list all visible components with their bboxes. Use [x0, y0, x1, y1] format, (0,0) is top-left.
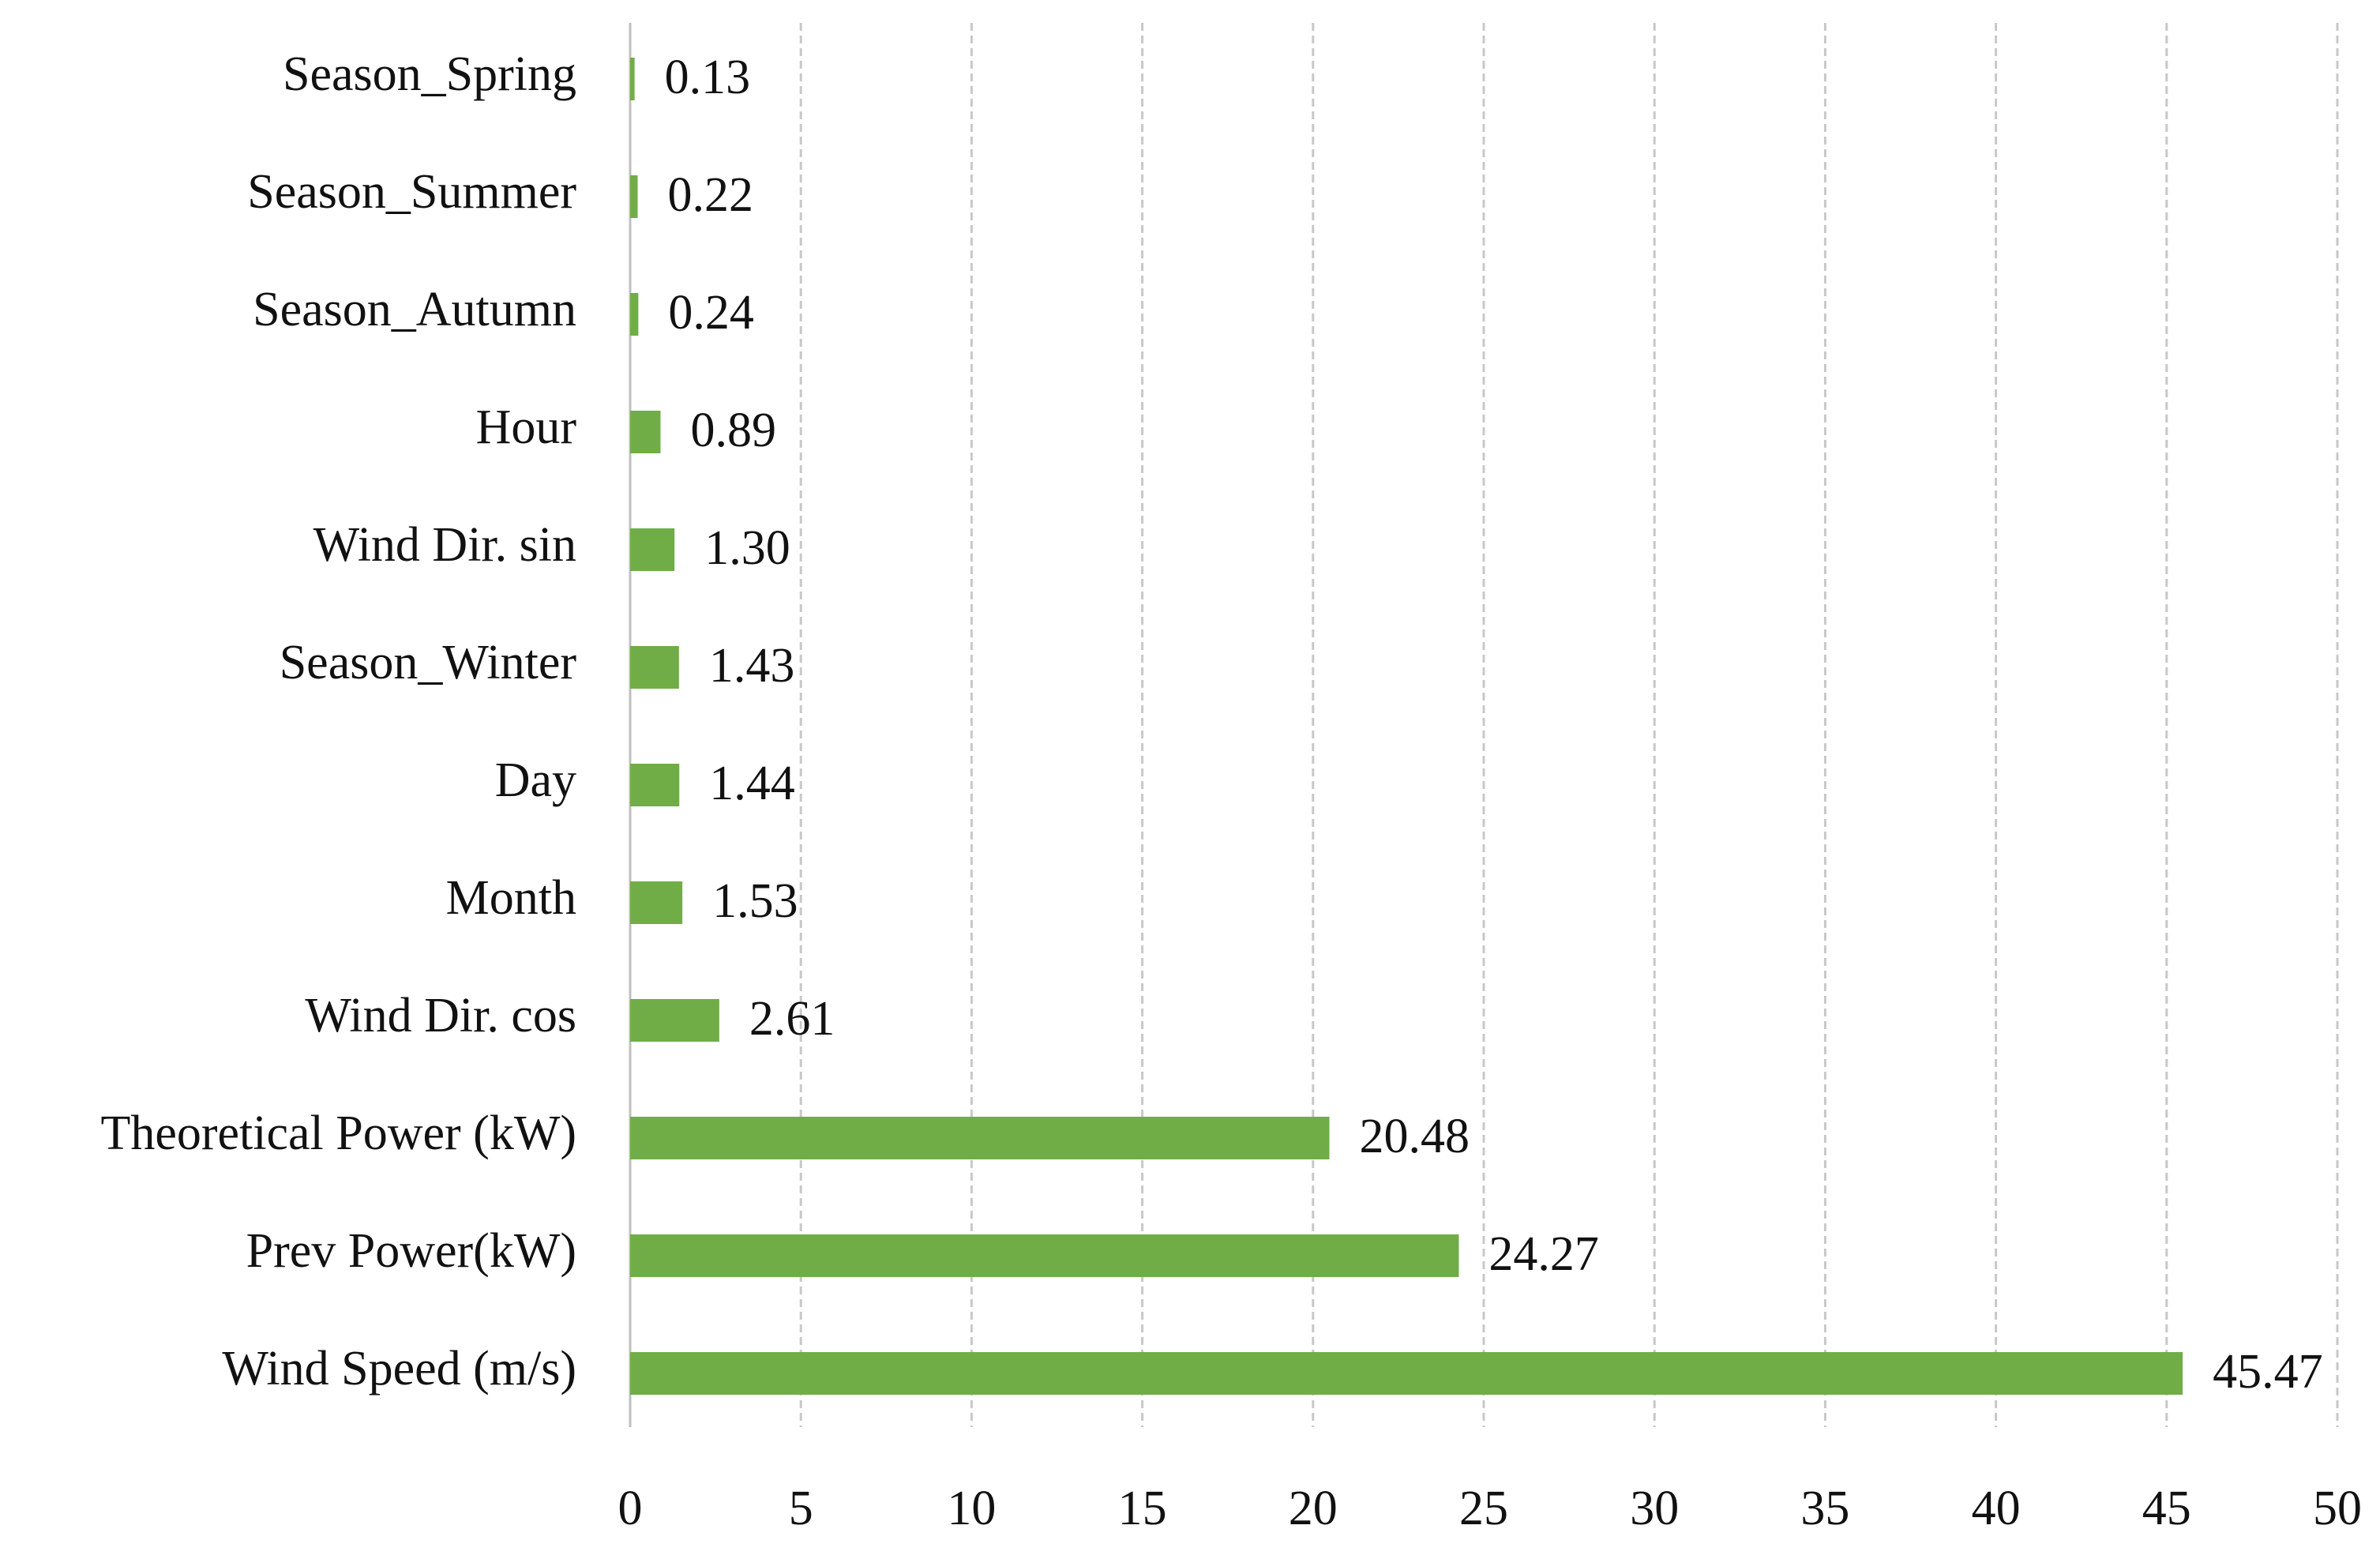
y-tick-label: Wind Dir. cos [305, 989, 576, 1042]
x-tick-label: 20 [1289, 1482, 1338, 1535]
value-label: 1.30 [704, 521, 790, 575]
value-label: 1.43 [709, 639, 795, 693]
bar [630, 881, 683, 924]
bar [630, 411, 661, 453]
x-tick-label: 10 [947, 1482, 996, 1535]
value-label: 45.47 [2213, 1345, 2323, 1399]
y-tick-label: Day [495, 753, 576, 807]
value-label: 0.89 [690, 404, 776, 457]
bar [630, 175, 638, 218]
value-label: 0.13 [665, 51, 751, 104]
x-tick-label: 50 [2313, 1482, 2362, 1535]
bar [630, 646, 679, 689]
value-label: 1.44 [709, 757, 795, 810]
x-tick-label: 25 [1459, 1482, 1508, 1535]
value-label: 2.61 [749, 992, 835, 1046]
value-label: 24.27 [1488, 1227, 1599, 1281]
x-tick-label: 35 [1800, 1482, 1849, 1535]
y-tick-label: Wind Speed (m/s) [222, 1342, 576, 1396]
bar [630, 293, 639, 336]
y-tick-label: Wind Dir. sin [313, 518, 576, 572]
x-tick-label: 45 [2142, 1482, 2191, 1535]
value-label: 0.22 [668, 168, 754, 222]
value-label: 20.48 [1360, 1110, 1470, 1163]
x-tick-label: 15 [1118, 1482, 1167, 1535]
bar [630, 58, 635, 100]
x-tick-label: 30 [1630, 1482, 1679, 1535]
y-tick-label: Theoretical Power (kW) [100, 1106, 576, 1160]
bar [630, 528, 675, 571]
bar [630, 999, 719, 1042]
value-label: 0.24 [668, 286, 754, 340]
y-tick-label: Season_Winter [280, 636, 577, 689]
bar [630, 764, 680, 806]
y-tick-label: Prev Power(kW) [246, 1224, 576, 1278]
y-tick-label: Month [446, 871, 576, 925]
y-tick-label: Season_Spring [283, 47, 576, 101]
y-tick-label: Season_Autumn [253, 283, 576, 336]
bar [630, 1352, 2183, 1395]
x-tick-label: 40 [1972, 1482, 2021, 1535]
x-tick-label: 0 [618, 1482, 643, 1535]
value-label: 1.53 [712, 874, 798, 928]
x-tick-label: 5 [789, 1482, 813, 1535]
y-tick-label: Season_Summer [247, 165, 576, 219]
y-tick-label: Hour [476, 400, 577, 454]
bar [630, 1117, 1330, 1159]
bar [630, 1234, 1459, 1277]
